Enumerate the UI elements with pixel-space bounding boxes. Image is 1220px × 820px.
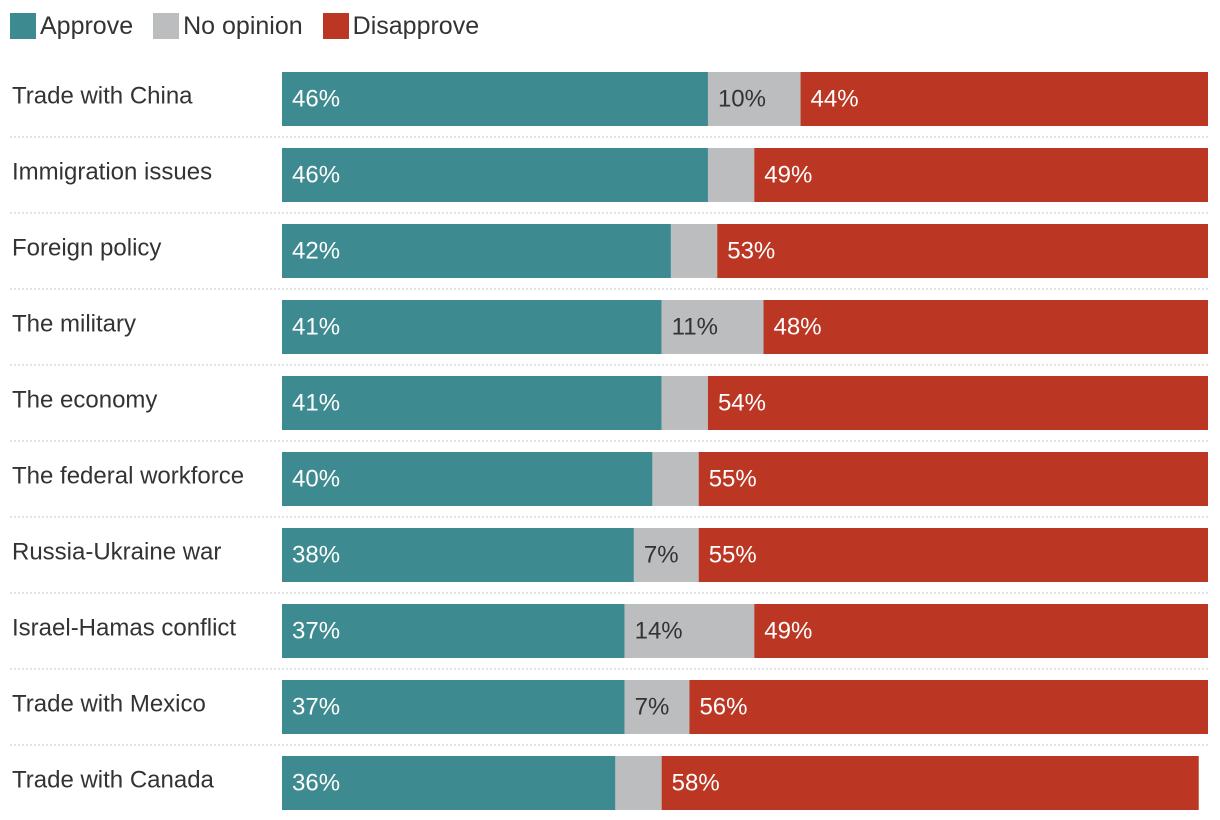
bar-approve (282, 224, 671, 278)
bar-label-disapprove: 53% (727, 237, 775, 264)
bar-disapprove (661, 756, 1199, 810)
bar-label-no-opinion: 14% (635, 617, 683, 644)
bar-no-opinion (624, 604, 755, 658)
legend-item-disapprove: Disapprove (322, 11, 480, 41)
legend-item-no-opinion: No opinion (153, 12, 303, 41)
bar-label-disapprove: 58% (672, 769, 720, 796)
legend-swatch-disapprove (322, 13, 349, 39)
row-label: Trade with Canada (12, 766, 215, 793)
bar-disapprove (698, 452, 1208, 506)
bar-label-approve: 46% (292, 161, 340, 188)
bar-label-approve: 46% (292, 85, 340, 112)
bar-label-no-opinion: 10% (718, 85, 766, 112)
bar-no-opinion (707, 148, 755, 202)
bar-label-no-opinion: 7% (635, 693, 670, 720)
bar-disapprove (800, 72, 1208, 126)
legend-label-disapprove: Disapprove (352, 11, 480, 40)
bar-label-no-opinion: 7% (644, 541, 679, 568)
bar-label-disapprove: 56% (699, 693, 747, 720)
bar-label-approve: 42% (292, 237, 340, 264)
row-label: Trade with China (12, 82, 193, 109)
bar-label-approve: 41% (292, 389, 340, 416)
bar-disapprove (689, 680, 1208, 734)
legend-swatch-approve (10, 13, 36, 39)
bar-label-disapprove: 49% (764, 617, 812, 644)
row-label: Israel-Hamas conflict (12, 614, 236, 641)
bar-label-approve: 38% (292, 541, 340, 568)
bar-no-opinion (652, 452, 699, 506)
bar-approve (282, 604, 625, 658)
bar-no-opinion (707, 72, 801, 126)
bar-approve (282, 452, 653, 506)
legend-label-no-opinion: No opinion (183, 11, 303, 40)
legend-item-approve: Approve (10, 12, 133, 41)
bar-label-approve: 36% (292, 769, 340, 796)
bar-label-disapprove: 48% (774, 313, 822, 340)
bar-no-opinion (633, 528, 699, 582)
bar-label-disapprove: 49% (764, 161, 812, 188)
bar-approve (282, 376, 662, 430)
legend-swatch-no-opinion (153, 13, 180, 39)
bar-label-approve: 41% (292, 313, 340, 340)
bar-approve (282, 680, 625, 734)
row-label: Foreign policy (12, 234, 161, 261)
bar-label-approve: 37% (292, 693, 340, 720)
row-label: The federal workforce (12, 462, 244, 489)
row-label: Russia-Ukraine war (12, 538, 221, 565)
bar-label-approve: 37% (292, 617, 340, 644)
bar-label-disapprove: 55% (709, 465, 757, 492)
bar-disapprove (698, 528, 1208, 582)
bar-disapprove (754, 148, 1208, 202)
bar-label-disapprove: 55% (709, 541, 757, 568)
bar-approve (282, 528, 634, 582)
bar-approve (282, 756, 616, 810)
bar-label-approve: 40% (292, 465, 340, 492)
chart-legend: Approve No opinion Disapprove (10, 8, 499, 44)
legend-label-approve: Approve (40, 11, 134, 40)
bar-no-opinion (661, 376, 708, 430)
bar-disapprove (754, 604, 1208, 658)
bar-approve (282, 300, 662, 354)
row-label: Immigration issues (12, 158, 212, 185)
bar-disapprove (707, 376, 1208, 430)
bar-label-disapprove: 54% (718, 389, 766, 416)
row-label: The economy (12, 386, 157, 413)
bar-no-opinion (615, 756, 662, 810)
bar-no-opinion (670, 224, 718, 278)
bar-no-opinion (661, 300, 764, 354)
row-label: Trade with Mexico (12, 690, 206, 717)
bar-no-opinion (624, 680, 690, 734)
bar-approve (282, 72, 708, 126)
bar-disapprove (763, 300, 1208, 354)
bar-label-disapprove: 44% (811, 85, 859, 112)
bar-disapprove (717, 224, 1208, 278)
row-label: The military (12, 310, 136, 337)
bar-approve (282, 148, 708, 202)
bar-label-no-opinion: 11% (672, 313, 718, 340)
